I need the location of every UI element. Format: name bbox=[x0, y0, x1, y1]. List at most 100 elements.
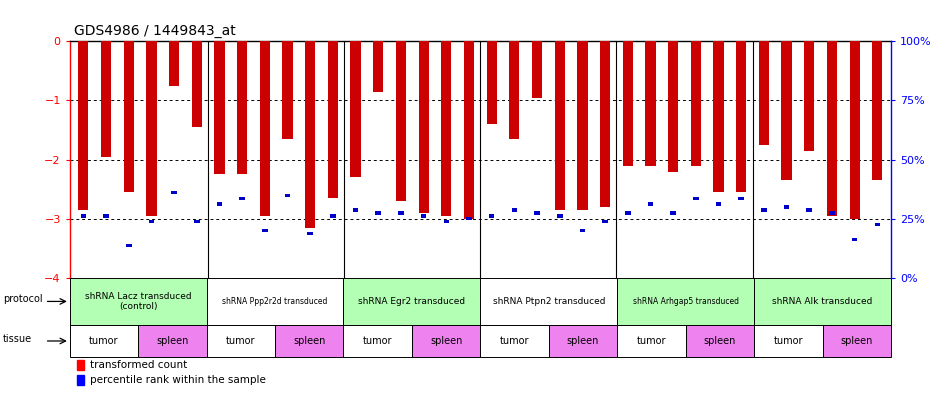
Bar bbox=[480, 325, 549, 357]
Bar bbox=[126, 244, 131, 247]
Bar bbox=[103, 214, 109, 218]
Bar bbox=[623, 41, 633, 165]
Text: tumor: tumor bbox=[363, 336, 392, 346]
Bar bbox=[305, 41, 315, 228]
Bar bbox=[874, 223, 880, 226]
Text: shRNA Lacz transduced
(control): shRNA Lacz transduced (control) bbox=[85, 292, 192, 311]
Bar bbox=[525, 278, 549, 344]
Bar bbox=[730, 278, 752, 344]
Bar bbox=[169, 41, 179, 86]
Bar bbox=[283, 41, 293, 139]
Bar bbox=[639, 278, 662, 344]
Text: tumor: tumor bbox=[637, 336, 666, 346]
Bar bbox=[691, 41, 701, 165]
Bar bbox=[554, 41, 565, 210]
Text: tumor: tumor bbox=[89, 336, 119, 346]
Bar bbox=[798, 278, 820, 344]
Bar bbox=[117, 278, 140, 344]
Bar bbox=[441, 41, 451, 216]
Bar bbox=[390, 278, 412, 344]
Bar bbox=[761, 208, 766, 211]
Bar bbox=[398, 211, 404, 215]
Bar bbox=[571, 278, 593, 344]
Text: shRNA Egr2 transduced: shRNA Egr2 transduced bbox=[358, 297, 466, 306]
Bar bbox=[707, 278, 730, 344]
Bar bbox=[215, 41, 224, 174]
Bar bbox=[738, 196, 744, 200]
Bar bbox=[754, 325, 822, 357]
Text: shRNA Ptpn2 transduced: shRNA Ptpn2 transduced bbox=[493, 297, 605, 306]
Bar bbox=[185, 278, 208, 344]
Bar bbox=[578, 41, 588, 210]
Bar bbox=[804, 41, 815, 151]
Bar bbox=[752, 278, 776, 344]
Bar bbox=[534, 211, 539, 215]
Bar bbox=[579, 229, 585, 232]
Bar bbox=[237, 41, 247, 174]
Bar bbox=[489, 214, 495, 218]
Text: tumor: tumor bbox=[774, 336, 803, 346]
Bar bbox=[95, 278, 117, 344]
Bar bbox=[262, 229, 268, 232]
Bar bbox=[192, 41, 202, 127]
Bar bbox=[163, 278, 185, 344]
Bar bbox=[618, 325, 685, 357]
Bar bbox=[327, 41, 338, 198]
Bar bbox=[466, 217, 472, 220]
Bar bbox=[549, 278, 571, 344]
Bar bbox=[872, 41, 883, 180]
Bar bbox=[849, 41, 859, 219]
Bar bbox=[352, 208, 358, 211]
Text: spleen: spleen bbox=[704, 336, 736, 346]
Bar bbox=[206, 325, 275, 357]
Bar bbox=[830, 211, 835, 215]
Bar bbox=[308, 232, 313, 235]
Bar bbox=[412, 325, 480, 357]
Bar bbox=[458, 278, 480, 344]
Bar bbox=[217, 202, 222, 206]
Bar bbox=[645, 41, 656, 165]
Bar bbox=[81, 214, 86, 218]
Bar bbox=[827, 41, 837, 216]
Bar bbox=[231, 278, 254, 344]
Bar bbox=[124, 41, 134, 192]
Bar bbox=[76, 360, 84, 370]
Text: shRNA Ppp2r2d transduced: shRNA Ppp2r2d transduced bbox=[222, 297, 327, 306]
Bar bbox=[396, 41, 406, 201]
Bar bbox=[343, 325, 412, 357]
Bar bbox=[593, 278, 617, 344]
Bar bbox=[852, 238, 857, 241]
Bar bbox=[776, 278, 798, 344]
Bar bbox=[140, 278, 163, 344]
Bar bbox=[146, 41, 156, 216]
Bar bbox=[206, 278, 343, 325]
Text: spleen: spleen bbox=[841, 336, 873, 346]
Bar bbox=[70, 278, 206, 325]
Text: shRNA Arhgap5 transduced: shRNA Arhgap5 transduced bbox=[632, 297, 738, 306]
Bar bbox=[299, 278, 322, 344]
Bar bbox=[668, 41, 678, 171]
Text: shRNA Alk transduced: shRNA Alk transduced bbox=[772, 297, 872, 306]
Bar bbox=[208, 278, 231, 344]
Bar bbox=[759, 41, 769, 145]
Bar bbox=[503, 278, 525, 344]
Bar bbox=[617, 278, 639, 344]
Bar bbox=[510, 41, 520, 139]
Bar bbox=[444, 220, 449, 224]
Bar bbox=[139, 325, 206, 357]
Text: tumor: tumor bbox=[226, 336, 256, 346]
Text: transformed count: transformed count bbox=[90, 360, 188, 370]
Bar bbox=[693, 196, 698, 200]
Bar bbox=[78, 41, 88, 210]
Bar bbox=[76, 375, 84, 385]
Bar bbox=[685, 325, 754, 357]
Bar bbox=[625, 211, 631, 215]
Bar bbox=[412, 278, 435, 344]
Bar bbox=[671, 211, 676, 215]
Bar bbox=[820, 278, 844, 344]
Bar bbox=[647, 202, 653, 206]
Bar bbox=[254, 278, 276, 344]
Bar bbox=[618, 278, 754, 325]
Text: GDS4986 / 1449843_at: GDS4986 / 1449843_at bbox=[74, 24, 236, 38]
Text: percentile rank within the sample: percentile rank within the sample bbox=[90, 375, 266, 385]
